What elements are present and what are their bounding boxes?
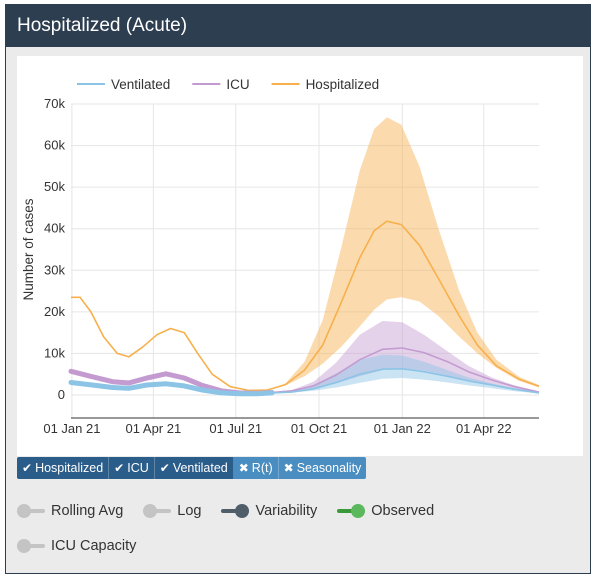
chart-panel: Hospitalized (Acute) 0 10k 20k 30k 40k 50k 60k…: [5, 4, 591, 574]
check-icon: ✔: [159, 461, 170, 475]
panel-title: Hospitalized (Acute): [17, 15, 188, 36]
cross-icon: ✖: [238, 461, 249, 475]
panel-header: Hospitalized (Acute): [6, 5, 590, 47]
ventilated-series-button[interactable]: ✔ Ventilated: [154, 457, 234, 479]
icu-series-button[interactable]: ✔ ICU: [109, 457, 155, 479]
x-tick-label: 01 Jan 21: [43, 421, 100, 436]
toggle-switch-icon: [337, 503, 366, 518]
y-tick-label: 0: [58, 387, 65, 402]
series-button-group: ✔ Hospitalized ✔ ICU ✔ Ventilated ✖ R(t)…: [17, 457, 367, 479]
chart-card: 0 10k 20k 30k 40k 50k 60k 70k 01 Jan 21 01 Apr 21…: [17, 56, 583, 456]
y-axis-title: Number of cases: [21, 198, 36, 300]
rt-series-button[interactable]: ✖ R(t): [233, 457, 279, 479]
seasonality-series-button[interactable]: ✖ Seasonality: [278, 457, 367, 479]
y-tick-label: 70k: [44, 96, 65, 111]
options-row-1: Rolling Avg Log Variability Observed: [17, 493, 577, 528]
hospitalized-variability-band: [267, 117, 539, 391]
toggle-switch-icon: [143, 503, 172, 518]
toggle-switch-icon: [221, 503, 250, 518]
y-tick-label: 10k: [44, 345, 65, 360]
legend-label-icu: ICU: [226, 77, 249, 92]
toggle-label: Variability: [255, 502, 318, 519]
x-tick-label: 01 Jan 22: [374, 421, 431, 436]
toggle-switch-icon: [17, 538, 45, 553]
toggle-switch-icon: [17, 503, 45, 518]
observed-toggle[interactable]: Observed: [337, 503, 434, 519]
log-toggle[interactable]: Log: [143, 503, 201, 519]
toggle-label: Observed: [371, 502, 435, 519]
rolling-avg-toggle[interactable]: Rolling Avg: [17, 503, 123, 519]
chart-options: Rolling Avg Log Variability Observed ICU…: [17, 493, 577, 563]
button-label: Hospitalized: [35, 461, 104, 475]
ventilated-variability-band: [272, 354, 539, 394]
x-tick-label: 01 Jul 21: [209, 421, 262, 436]
cross-icon: ✖: [283, 461, 294, 475]
variability-toggle[interactable]: Variability: [221, 503, 317, 519]
toggle-label: Log: [177, 502, 202, 519]
toggle-label: Rolling Avg: [51, 502, 124, 519]
y-tick-label: 20k: [44, 304, 65, 319]
y-tick-label: 60k: [44, 138, 65, 153]
x-tick-label: 01 Apr 22: [456, 421, 512, 436]
toggle-label: ICU Capacity: [51, 537, 137, 554]
x-tick-label: 01 Oct 21: [291, 421, 347, 436]
check-icon: ✔: [22, 461, 33, 475]
options-row-2: ICU Capacity: [17, 528, 577, 563]
y-tick-label: 30k: [44, 262, 65, 277]
button-label: ICU: [127, 461, 149, 475]
legend-label-hospitalized: Hospitalized: [306, 77, 380, 92]
icu-variability-band: [272, 321, 539, 394]
button-label: Seasonality: [296, 461, 362, 475]
ventilated-observed-line: [68, 380, 275, 397]
y-tick-label: 40k: [44, 221, 65, 236]
icu-capacity-toggle[interactable]: ICU Capacity: [17, 538, 136, 554]
button-label: R(t): [251, 461, 273, 475]
check-icon: ✔: [114, 461, 125, 475]
legend-label-ventilated: Ventilated: [111, 77, 170, 92]
hospitalized-series-line: [71, 220, 540, 392]
y-tick-label: 50k: [44, 179, 65, 194]
hospitalized-series-button[interactable]: ✔ Hospitalized: [17, 457, 110, 479]
button-label: Ventilated: [172, 461, 228, 475]
x-tick-label: 01 Apr 21: [126, 421, 182, 436]
hospitalized-chart: 0 10k 20k 30k 40k 50k 60k 70k 01 Jan 21 01 Apr 21…: [21, 77, 540, 436]
